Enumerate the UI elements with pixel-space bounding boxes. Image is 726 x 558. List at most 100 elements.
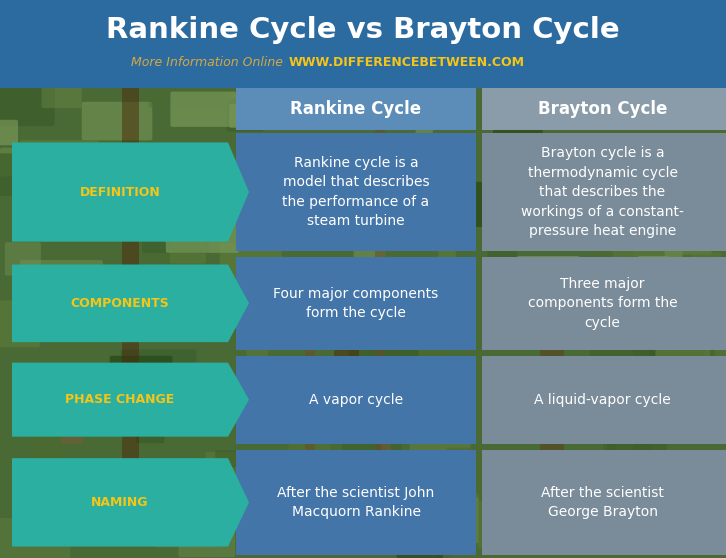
FancyBboxPatch shape: [0, 300, 40, 347]
FancyBboxPatch shape: [653, 223, 706, 239]
FancyBboxPatch shape: [208, 465, 223, 495]
FancyBboxPatch shape: [454, 494, 478, 543]
FancyBboxPatch shape: [367, 312, 409, 337]
FancyBboxPatch shape: [656, 509, 683, 523]
FancyBboxPatch shape: [540, 283, 564, 546]
FancyBboxPatch shape: [76, 395, 112, 411]
Text: Four major components
form the cycle: Four major components form the cycle: [274, 287, 439, 320]
FancyBboxPatch shape: [653, 92, 724, 117]
FancyBboxPatch shape: [229, 104, 311, 128]
FancyBboxPatch shape: [517, 171, 550, 190]
FancyBboxPatch shape: [605, 302, 689, 318]
FancyBboxPatch shape: [22, 283, 47, 301]
Text: A vapor cycle: A vapor cycle: [309, 393, 403, 407]
FancyBboxPatch shape: [649, 342, 680, 358]
FancyBboxPatch shape: [178, 157, 216, 180]
FancyBboxPatch shape: [52, 472, 118, 510]
Text: PHASE CHANGE: PHASE CHANGE: [65, 393, 175, 406]
Text: After the scientist
George Brayton: After the scientist George Brayton: [541, 485, 664, 519]
FancyBboxPatch shape: [621, 523, 637, 551]
FancyBboxPatch shape: [20, 260, 103, 295]
FancyBboxPatch shape: [404, 377, 429, 429]
FancyBboxPatch shape: [227, 98, 264, 132]
FancyBboxPatch shape: [439, 246, 456, 273]
FancyBboxPatch shape: [407, 203, 430, 225]
FancyBboxPatch shape: [194, 166, 256, 185]
Text: Three major
components form the
cycle: Three major components form the cycle: [528, 277, 677, 330]
Polygon shape: [12, 264, 249, 342]
FancyBboxPatch shape: [160, 499, 184, 521]
FancyBboxPatch shape: [595, 239, 664, 279]
FancyBboxPatch shape: [482, 88, 726, 130]
FancyBboxPatch shape: [342, 442, 401, 461]
FancyBboxPatch shape: [484, 160, 529, 208]
FancyBboxPatch shape: [482, 257, 726, 349]
FancyBboxPatch shape: [170, 230, 205, 263]
FancyBboxPatch shape: [493, 120, 543, 155]
FancyBboxPatch shape: [587, 326, 630, 349]
FancyBboxPatch shape: [136, 415, 165, 443]
FancyBboxPatch shape: [240, 93, 304, 130]
FancyBboxPatch shape: [110, 356, 173, 373]
FancyBboxPatch shape: [166, 205, 239, 253]
FancyBboxPatch shape: [436, 538, 452, 558]
Text: After the scientist John
Macquorn Rankine: After the scientist John Macquorn Rankin…: [277, 485, 435, 519]
FancyBboxPatch shape: [288, 429, 330, 478]
Polygon shape: [12, 458, 249, 547]
FancyBboxPatch shape: [677, 318, 726, 359]
FancyBboxPatch shape: [590, 335, 656, 378]
FancyBboxPatch shape: [20, 140, 99, 155]
FancyBboxPatch shape: [332, 218, 406, 244]
FancyBboxPatch shape: [309, 84, 358, 110]
FancyBboxPatch shape: [320, 73, 362, 119]
FancyBboxPatch shape: [220, 243, 282, 277]
FancyBboxPatch shape: [633, 330, 715, 383]
FancyBboxPatch shape: [690, 157, 719, 176]
FancyBboxPatch shape: [64, 293, 139, 336]
FancyBboxPatch shape: [189, 363, 235, 408]
FancyBboxPatch shape: [535, 163, 574, 195]
FancyBboxPatch shape: [616, 428, 633, 453]
FancyBboxPatch shape: [41, 80, 82, 108]
FancyBboxPatch shape: [216, 450, 253, 467]
FancyBboxPatch shape: [5, 242, 41, 276]
FancyBboxPatch shape: [705, 312, 726, 362]
FancyBboxPatch shape: [498, 523, 539, 554]
FancyBboxPatch shape: [333, 286, 395, 324]
FancyBboxPatch shape: [0, 153, 36, 196]
FancyBboxPatch shape: [177, 373, 209, 404]
FancyBboxPatch shape: [346, 143, 407, 186]
FancyBboxPatch shape: [236, 355, 476, 444]
FancyBboxPatch shape: [454, 182, 523, 227]
FancyBboxPatch shape: [171, 92, 236, 127]
Text: COMPONENTS: COMPONENTS: [70, 297, 169, 310]
FancyBboxPatch shape: [520, 301, 584, 316]
FancyBboxPatch shape: [634, 228, 711, 276]
FancyBboxPatch shape: [613, 245, 682, 278]
FancyBboxPatch shape: [236, 88, 476, 130]
FancyBboxPatch shape: [637, 256, 669, 289]
FancyBboxPatch shape: [195, 464, 247, 497]
Text: Rankine Cycle vs Brayton Cycle: Rankine Cycle vs Brayton Cycle: [106, 16, 620, 44]
FancyBboxPatch shape: [31, 418, 62, 459]
FancyBboxPatch shape: [640, 259, 678, 301]
FancyBboxPatch shape: [236, 133, 476, 251]
FancyBboxPatch shape: [97, 364, 163, 407]
FancyBboxPatch shape: [381, 359, 391, 551]
FancyBboxPatch shape: [487, 230, 517, 272]
FancyBboxPatch shape: [0, 148, 46, 176]
FancyBboxPatch shape: [478, 501, 514, 549]
FancyBboxPatch shape: [396, 524, 443, 558]
FancyBboxPatch shape: [334, 304, 359, 440]
FancyBboxPatch shape: [548, 70, 632, 106]
Text: Brayton Cycle: Brayton Cycle: [538, 100, 667, 118]
FancyBboxPatch shape: [54, 333, 91, 351]
FancyBboxPatch shape: [236, 257, 476, 349]
FancyBboxPatch shape: [367, 350, 444, 367]
FancyBboxPatch shape: [121, 349, 197, 375]
FancyBboxPatch shape: [61, 371, 83, 444]
FancyBboxPatch shape: [118, 501, 139, 532]
Text: More Information Online: More Information Online: [131, 56, 283, 70]
FancyBboxPatch shape: [497, 283, 532, 313]
FancyBboxPatch shape: [0, 518, 70, 558]
